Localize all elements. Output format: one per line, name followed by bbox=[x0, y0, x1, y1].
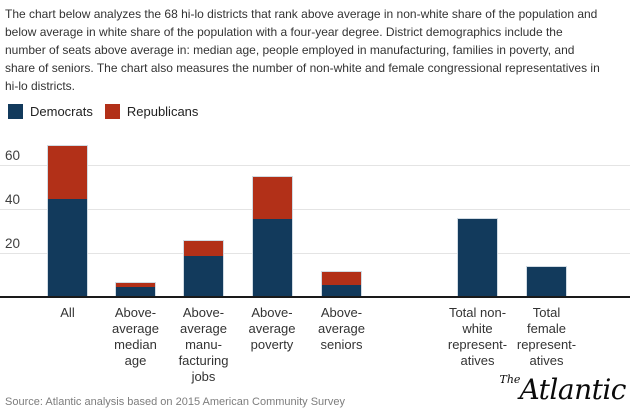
category-label-line: age bbox=[124, 353, 147, 368]
category-label-line: facturing bbox=[178, 353, 229, 368]
category-label-total-non-white-representatives: Total non-white represent-atives bbox=[426, 305, 530, 369]
intro-line: hi-lo districts. bbox=[5, 79, 76, 93]
bar-segment-republican-above-average-poverty bbox=[252, 177, 292, 219]
gridline-20 bbox=[0, 253, 630, 254]
bar-segment-democrat-above-average-median-age bbox=[116, 287, 155, 296]
category-label-line: poverty bbox=[250, 337, 294, 352]
category-label-above-average-poverty: Above-average poverty bbox=[220, 305, 324, 353]
category-label-line: atives bbox=[460, 353, 495, 368]
legend-democrats-label: Democrats bbox=[30, 104, 93, 119]
category-label-line: atives bbox=[529, 353, 564, 368]
bar-segment-democrat-total-non-white-representatives bbox=[458, 219, 497, 296]
bar-above-average-seniors bbox=[321, 270, 362, 296]
category-label-line: Total bbox=[532, 305, 561, 320]
intro-line: below average in white share of the popu… bbox=[5, 25, 563, 39]
bar-above-average-poverty bbox=[251, 176, 293, 296]
source-note: Source: Atlantic analysis based on 2015 … bbox=[5, 396, 345, 408]
category-label-line: average bbox=[248, 321, 296, 336]
legend: Democrats Republicans bbox=[8, 104, 198, 119]
intro-line: number of seats above average in: median… bbox=[5, 43, 575, 57]
bar-segment-democrat-total-female-representatives bbox=[527, 267, 566, 296]
atlantic-logo: TheAtlantic bbox=[500, 373, 627, 406]
bar-segment-democrat-above-average-seniors bbox=[322, 285, 361, 296]
category-label-line: Total non- bbox=[448, 305, 507, 320]
bar-above-average-manufacturing-jobs bbox=[183, 240, 224, 296]
legend-republicans-label: Republicans bbox=[126, 104, 199, 119]
category-label-above-average-manufacturing-jobs: Above-average manu-facturing jobs bbox=[152, 305, 256, 385]
category-label-line: Above- bbox=[114, 305, 157, 320]
intro-line: share of seniors. The chart also measure… bbox=[5, 61, 600, 75]
legend-item-republicans: Republicans bbox=[104, 104, 199, 119]
category-label-line: average bbox=[112, 321, 159, 336]
intro-line: The chart below analyzes the 68 hi-lo di… bbox=[5, 7, 598, 21]
category-label-line: represent- bbox=[516, 337, 577, 352]
democrats-swatch-icon bbox=[8, 104, 23, 119]
category-label-line: manu- bbox=[185, 337, 222, 352]
bar-segment-democrat-above-average-poverty bbox=[252, 219, 292, 296]
category-label-line: represent- bbox=[447, 337, 508, 352]
y-axis-tick-label-20: 20 bbox=[5, 236, 21, 251]
bar-above-average-median-age bbox=[115, 281, 156, 296]
bar-segment-democrat-all bbox=[48, 199, 87, 296]
category-label-all: All bbox=[16, 305, 120, 321]
gridline-40 bbox=[0, 209, 630, 210]
category-label-above-average-seniors: Above-average seniors bbox=[290, 305, 394, 353]
bar-segment-republican-all bbox=[48, 146, 87, 200]
stacked-bar-chart: 20 40 60 All Above-average median age Above-av… bbox=[0, 145, 630, 395]
category-label-line: Above- bbox=[251, 305, 293, 320]
bar-segment-republican-above-average-median-age bbox=[116, 282, 155, 288]
category-label-line: Above- bbox=[182, 305, 225, 320]
bar-all bbox=[47, 145, 88, 296]
plot-area: 20 40 60 bbox=[0, 145, 630, 298]
x-axis-line bbox=[0, 296, 630, 298]
legend-item-democrats: Democrats bbox=[8, 104, 93, 119]
category-label-line: median bbox=[114, 337, 157, 352]
category-label-line: average bbox=[318, 321, 365, 336]
republicans-swatch-icon bbox=[104, 104, 120, 119]
category-label-line: seniors bbox=[320, 337, 363, 352]
category-label-line: female bbox=[526, 321, 567, 336]
category-label-line: Above- bbox=[320, 305, 363, 320]
category-label-line: average bbox=[180, 321, 227, 336]
atlantic-logo-name: Atlantic bbox=[519, 373, 626, 406]
bar-segment-republican-above-average-seniors bbox=[322, 271, 361, 285]
bar-total-female-representatives bbox=[526, 266, 567, 296]
y-axis-tick-label-60: 60 bbox=[5, 148, 21, 163]
category-label-total-female-representatives: Total female represent-atives bbox=[495, 305, 599, 369]
category-label-above-average-median-age: Above-average median age bbox=[84, 305, 188, 369]
category-label-line: jobs bbox=[191, 369, 216, 384]
bar-total-non-white-representatives bbox=[457, 218, 498, 296]
bar-segment-democrat-above-average-manufacturing-jobs bbox=[184, 256, 223, 296]
atlantic-logo-the: The bbox=[499, 373, 521, 386]
y-axis-tick-label-40: 40 bbox=[5, 192, 21, 207]
gridline-60 bbox=[0, 165, 630, 166]
category-label-line: All bbox=[60, 305, 75, 320]
bar-segment-republican-above-average-manufacturing-jobs bbox=[184, 241, 223, 257]
intro-paragraph: The chart below analyzes the 68 hi-lo di… bbox=[5, 5, 629, 95]
category-label-line: white bbox=[462, 321, 493, 336]
